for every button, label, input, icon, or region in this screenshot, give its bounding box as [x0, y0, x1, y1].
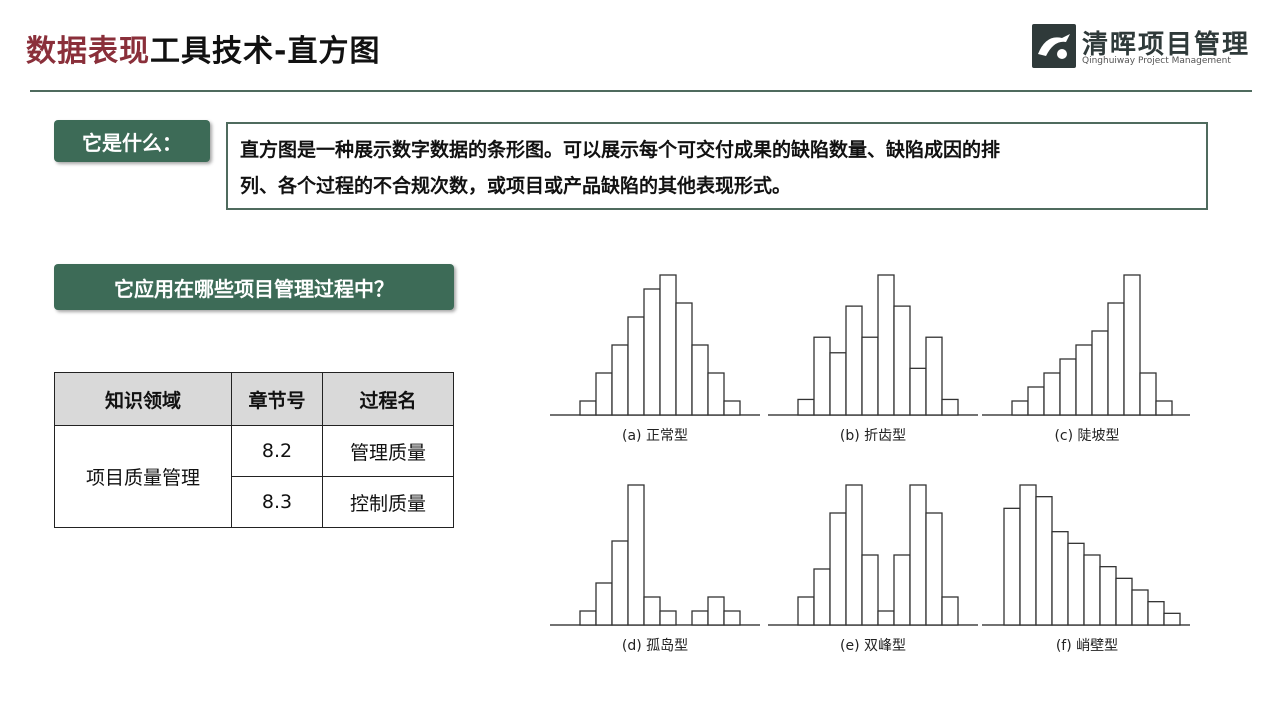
- histogram-bar: [909, 484, 927, 626]
- logo: 清晖项目管理 Qinghuiway Project Management: [1032, 24, 1250, 70]
- histogram-bar: [659, 274, 677, 416]
- cell-chapter: 8.2: [231, 425, 323, 477]
- histogram-bar: [1003, 507, 1021, 626]
- histogram-bar: [797, 596, 815, 626]
- logo-subtitle: Qinghuiway Project Management: [1082, 56, 1231, 66]
- histogram-bar: [861, 336, 879, 416]
- histogram-bar: [659, 610, 677, 626]
- histogram-bar: [691, 610, 709, 626]
- histogram-panel: (d) 孤岛型: [550, 484, 760, 654]
- histogram-bar: [643, 288, 661, 416]
- cell-process: 管理质量: [322, 425, 454, 477]
- histogram-bar: [877, 610, 895, 626]
- histogram-bar: [627, 484, 645, 626]
- cell-process: 控制质量: [322, 476, 454, 528]
- logo-name: 清晖项目管理: [1082, 30, 1251, 60]
- histogram-bar: [1043, 372, 1061, 416]
- title-part2: 工具技术-直方图: [150, 34, 381, 69]
- histogram-bar: [1155, 400, 1173, 416]
- histogram-bar: [1131, 589, 1149, 626]
- definition-box: 直方图是一种展示数字数据的条形图。可以展示每个可交付成果的缺陷数量、缺陷成因的排…: [226, 122, 1208, 210]
- histogram-bar: [675, 302, 693, 416]
- histogram-bar: [1067, 542, 1085, 626]
- histogram-bar: [1035, 496, 1053, 626]
- histogram-bar: [893, 305, 911, 416]
- histogram-bar: [643, 596, 661, 626]
- histogram-bar: [611, 540, 629, 626]
- header-knowledge-area: 知识领域: [54, 372, 232, 426]
- histogram-bar: [829, 352, 847, 416]
- histogram-panel: (b) 折齿型: [768, 274, 978, 444]
- histogram-bar: [1139, 372, 1157, 416]
- histogram-bar: [1051, 531, 1069, 626]
- histogram-bar: [925, 512, 943, 626]
- histogram-bar: [941, 398, 959, 416]
- histogram-bar: [1147, 601, 1165, 626]
- histogram-bar: [1107, 302, 1125, 416]
- histogram-examples: (a) 正常型 (b) 折齿型 (c) 陡坡型 (d) 孤岛型 (e) 双峰型 (f) 峭…: [550, 274, 1190, 654]
- process-table: 知识领域 章节号 过程名 项目质量管理 8.2 管理质量 8.3 控制质量: [54, 372, 454, 528]
- title-part1: 数据表现: [26, 34, 150, 69]
- histogram-bar: [1059, 358, 1077, 416]
- histogram-bar: [579, 400, 597, 416]
- histogram-bar: [845, 484, 863, 626]
- logo-mark-icon: [1032, 24, 1076, 68]
- histogram-bar: [1099, 566, 1117, 626]
- histogram-bar: [829, 512, 847, 626]
- table-row: 项目质量管理 8.2 管理质量: [54, 425, 454, 528]
- header-divider: [30, 90, 1252, 92]
- histogram-caption: (d) 孤岛型: [622, 638, 688, 654]
- histogram-bar: [595, 372, 613, 416]
- table-header-row: 知识领域 章节号 过程名: [54, 372, 454, 426]
- histogram-caption: (e) 双峰型: [840, 638, 906, 654]
- histogram-panel: (e) 双峰型: [768, 484, 978, 654]
- histogram-bar: [813, 336, 831, 416]
- histogram-bar: [691, 344, 709, 416]
- page-title: 数据表现工具技术-直方图: [26, 26, 380, 70]
- histogram-bar: [893, 554, 911, 626]
- histogram-bar: [611, 344, 629, 416]
- histogram-bar: [627, 316, 645, 416]
- histogram-panel: (c) 陡坡型: [982, 274, 1190, 444]
- histogram-bar: [1163, 612, 1181, 626]
- header-chapter: 章节号: [231, 372, 323, 426]
- definition-line-1: 直方图是一种展示数字数据的条形图。可以展示每个可交付成果的缺陷数量、缺陷成因的排: [240, 139, 1001, 161]
- histogram-bar: [579, 610, 597, 626]
- histogram-bar: [707, 596, 725, 626]
- histogram-bar: [1083, 554, 1101, 626]
- histogram-bar: [941, 596, 959, 626]
- histogram-caption: (b) 折齿型: [840, 428, 906, 444]
- histogram-bar: [1075, 344, 1093, 416]
- histogram-panel: (f) 峭壁型: [982, 484, 1190, 654]
- histogram-bar: [723, 400, 741, 416]
- histogram-bar: [813, 568, 831, 626]
- histogram-bar: [723, 610, 741, 626]
- histogram-bar: [1027, 386, 1045, 416]
- histogram-bar: [1019, 484, 1037, 626]
- header-process: 过程名: [322, 372, 454, 426]
- histogram-bar: [797, 398, 815, 416]
- histogram-caption: (a) 正常型: [622, 428, 688, 444]
- cell-chapter: 8.3: [231, 476, 323, 528]
- histogram-bar: [845, 305, 863, 416]
- histogram-bar: [1123, 274, 1141, 416]
- histogram-bar: [909, 367, 927, 416]
- histogram-bar: [595, 582, 613, 626]
- histogram-caption: (f) 峭壁型: [1056, 638, 1118, 654]
- cell-knowledge-area: 项目质量管理: [54, 425, 232, 528]
- histogram-bar: [877, 274, 895, 416]
- histogram-bar: [1091, 330, 1109, 416]
- histogram-bar: [925, 336, 943, 416]
- definition-line-2: 列、各个过程的不合规次数，或项目或产品缺陷的其他表现形式。: [240, 175, 792, 197]
- what-label: 它是什么：: [54, 120, 210, 162]
- histogram-bar: [861, 554, 879, 626]
- apply-label: 它应用在哪些项目管理过程中？: [54, 264, 454, 310]
- histogram-bar: [1011, 400, 1029, 416]
- histogram-bar: [707, 372, 725, 416]
- histogram-panel: (a) 正常型: [550, 274, 760, 444]
- histogram-caption: (c) 陡坡型: [1054, 428, 1119, 444]
- histogram-bar: [1115, 577, 1133, 626]
- table-row: 8.3 控制质量: [55, 476, 454, 528]
